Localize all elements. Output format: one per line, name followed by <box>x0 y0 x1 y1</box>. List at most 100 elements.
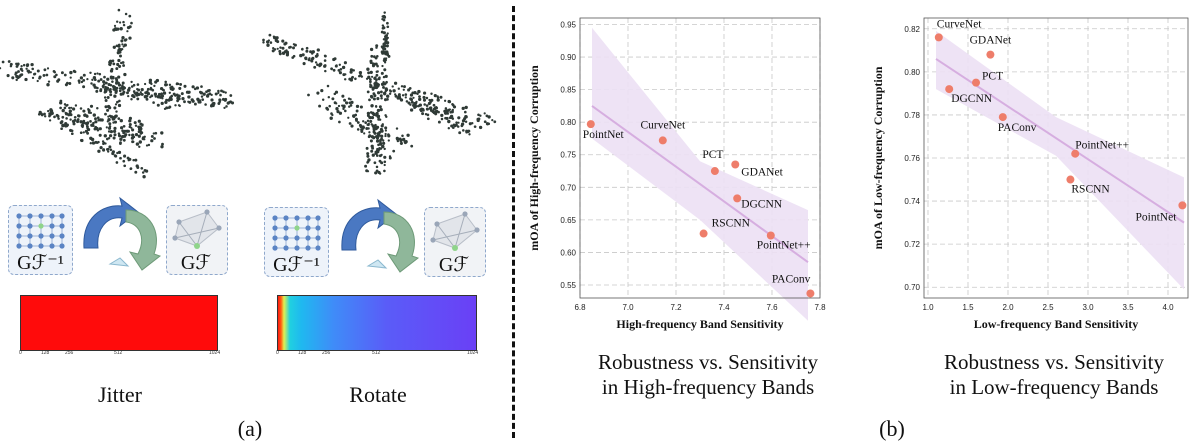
cloud-point <box>79 107 83 110</box>
cloud-point <box>122 159 126 163</box>
cloud-point <box>387 134 391 138</box>
cloud-point <box>373 127 377 131</box>
cloud-point <box>128 119 132 123</box>
cloud-point <box>119 54 122 58</box>
cloud-point <box>372 97 376 101</box>
cloud-point <box>344 73 347 76</box>
cloud-point <box>383 163 386 167</box>
point-label: CurveNet <box>640 119 686 131</box>
tick-label: 128 <box>298 350 307 356</box>
cloud-point <box>162 91 167 95</box>
cloud-point <box>348 77 352 81</box>
cloud-point <box>368 98 371 102</box>
cloud-point <box>323 64 327 68</box>
cloud-point <box>82 79 86 82</box>
inverse-transform-label-jitter: Gℱ⁻¹ <box>17 252 64 274</box>
cloud-point <box>200 85 203 88</box>
y-tick-label: 0.70 <box>904 283 920 292</box>
cloud-point <box>419 109 423 113</box>
cloud-point <box>204 103 207 106</box>
cloud-point <box>465 130 468 134</box>
cloud-point <box>347 116 350 119</box>
cloud-point <box>471 122 474 125</box>
cloud-point <box>128 122 132 127</box>
x-tick-label: 7.6 <box>766 303 778 312</box>
cloud-point <box>463 110 467 114</box>
cloud-point <box>342 107 345 111</box>
y-tick-label: 0.80 <box>904 68 920 77</box>
cloud-point <box>102 142 105 145</box>
cloud-point <box>377 83 380 87</box>
cloud-point <box>159 86 164 91</box>
cloud-point <box>119 86 123 90</box>
cloud-point <box>383 169 386 173</box>
cloud-point <box>381 24 385 27</box>
cloud-point <box>63 124 68 128</box>
cloud-point <box>450 124 454 128</box>
cloud-point <box>386 32 389 35</box>
cloud-point <box>440 113 444 118</box>
cloud-point <box>92 75 97 80</box>
cloud-point <box>153 92 158 96</box>
cloud-point <box>16 76 20 80</box>
cloud-point <box>130 98 133 101</box>
data-point-pct <box>710 167 719 176</box>
cloud-point <box>386 25 390 29</box>
cloud-point <box>112 136 116 140</box>
cloud-point <box>330 67 333 71</box>
cloud-point <box>175 93 179 97</box>
cloud-point <box>91 141 96 145</box>
cloud-point <box>25 64 29 68</box>
cloud-point <box>202 92 206 96</box>
cloud-point <box>382 85 385 89</box>
cloud-point <box>350 76 354 79</box>
cloud-point <box>393 81 398 85</box>
cloud-point <box>359 71 362 75</box>
point-label: PointNet <box>1136 211 1178 223</box>
cloud-point <box>90 82 93 85</box>
cloud-point <box>405 100 409 103</box>
cloud-point <box>366 154 370 158</box>
cloud-point <box>63 106 67 110</box>
cloud-point <box>316 63 319 67</box>
cloud-point <box>65 117 68 120</box>
cloud-point <box>478 125 483 130</box>
cloud-point <box>29 71 32 74</box>
jitter-airplane-pointcloud <box>0 8 235 179</box>
cloud-point <box>85 121 90 125</box>
panel-divider <box>512 6 515 438</box>
cloud-point <box>371 62 375 65</box>
cloud-point <box>126 30 129 33</box>
cloud-point <box>331 113 334 117</box>
cloud-point <box>219 93 222 97</box>
cloud-point <box>375 73 379 77</box>
cloud-point <box>112 87 116 91</box>
data-point-gdanet <box>986 50 995 59</box>
cloud-point <box>311 52 314 55</box>
cloud-point <box>444 107 448 110</box>
cloud-point <box>106 148 109 151</box>
cloud-point <box>152 101 155 104</box>
cloud-point <box>183 84 187 88</box>
cloud-point <box>86 131 90 135</box>
cloud-point <box>94 117 97 121</box>
cloud-point <box>268 33 272 37</box>
cloud-point <box>384 129 388 132</box>
cloud-point <box>288 46 291 49</box>
cloud-point <box>378 146 382 150</box>
y-axis-title: mOA of High-frequency Corruption <box>527 65 541 251</box>
cloud-point <box>436 96 440 99</box>
cloud-point <box>97 149 101 153</box>
cloud-point <box>168 91 171 94</box>
cloud-point <box>380 134 384 138</box>
cloud-point <box>341 94 345 98</box>
cloud-point <box>397 95 402 99</box>
cloud-point <box>386 21 389 25</box>
cloud-point <box>67 113 71 117</box>
x-tick-label: 4.0 <box>1162 303 1174 312</box>
cloud-point <box>367 75 371 79</box>
panel-b-label: (b) <box>879 416 905 441</box>
cloud-point <box>379 127 384 132</box>
cloud-point <box>99 88 103 91</box>
cloud-point <box>292 46 295 50</box>
